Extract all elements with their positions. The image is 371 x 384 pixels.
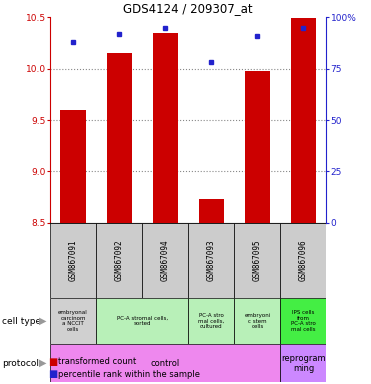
Text: control: control xyxy=(151,359,180,368)
Title: GDS4124 / 209307_at: GDS4124 / 209307_at xyxy=(124,2,253,15)
Text: embryonal
carcinom
a NCCIT
cells: embryonal carcinom a NCCIT cells xyxy=(58,310,88,332)
Text: ■: ■ xyxy=(48,369,58,379)
Bar xyxy=(152,33,178,223)
Text: GSM867093: GSM867093 xyxy=(207,239,216,281)
Bar xyxy=(234,298,280,344)
Bar xyxy=(280,344,326,382)
Text: PC-A stro
mal cells,
cultured: PC-A stro mal cells, cultured xyxy=(198,313,224,329)
Bar xyxy=(106,53,132,223)
Bar xyxy=(280,223,326,298)
Text: IPS cells
from
PC-A stro
mal cells: IPS cells from PC-A stro mal cells xyxy=(291,310,316,332)
Bar xyxy=(142,223,188,298)
Bar xyxy=(291,18,316,223)
Text: cell type: cell type xyxy=(2,316,41,326)
Bar xyxy=(50,223,96,298)
Bar xyxy=(280,298,326,344)
Text: transformed count: transformed count xyxy=(58,357,136,366)
Text: ▶: ▶ xyxy=(39,316,46,326)
Text: GSM867092: GSM867092 xyxy=(115,239,124,281)
Bar xyxy=(188,298,234,344)
Text: GSM867096: GSM867096 xyxy=(299,239,308,281)
Text: GSM867094: GSM867094 xyxy=(161,239,170,281)
Text: reprogram
ming: reprogram ming xyxy=(281,354,326,373)
Text: ■: ■ xyxy=(48,357,58,367)
Bar xyxy=(96,223,142,298)
Bar xyxy=(50,344,280,382)
Bar xyxy=(96,298,188,344)
Bar xyxy=(245,71,270,223)
Bar xyxy=(50,298,96,344)
Text: PC-A stromal cells,
sorted: PC-A stromal cells, sorted xyxy=(116,316,168,326)
Bar xyxy=(234,223,280,298)
Bar xyxy=(198,199,224,223)
Text: GSM867091: GSM867091 xyxy=(69,239,78,281)
Bar xyxy=(60,110,86,223)
Text: embryoni
c stem
cells: embryoni c stem cells xyxy=(244,313,270,329)
Bar xyxy=(188,223,234,298)
Text: protocol: protocol xyxy=(2,359,39,368)
Text: GSM867095: GSM867095 xyxy=(253,239,262,281)
Text: ▶: ▶ xyxy=(39,358,46,368)
Text: percentile rank within the sample: percentile rank within the sample xyxy=(58,370,200,379)
